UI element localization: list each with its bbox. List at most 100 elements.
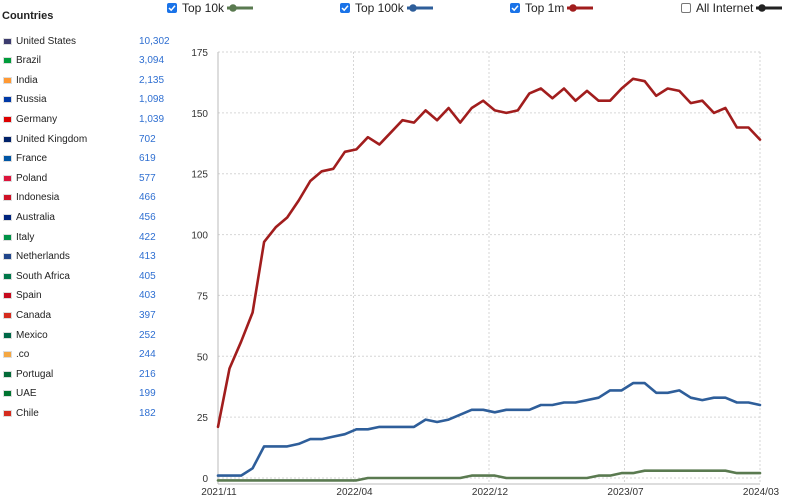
country-row[interactable]: Netherlands 413 — [0, 249, 190, 265]
country-name: Poland — [16, 172, 48, 184]
country-name: Germany — [16, 113, 58, 125]
country-name: UAE — [16, 388, 37, 400]
legend-label: Top 100k — [355, 1, 404, 15]
country-count[interactable]: 456 — [139, 211, 156, 223]
flag-icon — [3, 331, 12, 339]
country-row[interactable]: Mexico 252 — [0, 327, 190, 343]
legend-label: All Internet — [696, 1, 754, 15]
x-tick-label: 2024/03 — [743, 487, 780, 498]
country-row[interactable]: Canada 397 — [0, 307, 190, 323]
country-row[interactable]: .co 244 — [0, 347, 190, 363]
country-count[interactable]: 199 — [139, 388, 156, 400]
y-tick-label: 0 — [202, 474, 208, 485]
country-count[interactable]: 3,094 — [139, 55, 165, 67]
flag-icon — [3, 292, 12, 300]
flag-icon — [3, 194, 12, 202]
country-count[interactable]: 2,135 — [139, 74, 165, 86]
country-name: India — [16, 74, 38, 86]
y-tick-label: 150 — [191, 109, 208, 120]
country-row[interactable]: Spain 403 — [0, 288, 190, 304]
checkbox-checked-icon[interactable] — [167, 3, 177, 13]
legend-item[interactable]: Top 100k — [340, 0, 433, 16]
flag-icon — [3, 233, 12, 241]
country-count[interactable]: 422 — [139, 231, 156, 243]
country-count[interactable]: 702 — [139, 133, 156, 145]
country-row[interactable]: Indonesia 466 — [0, 190, 190, 206]
flag-icon — [3, 253, 12, 261]
countries-title: Countries — [2, 10, 54, 22]
legend-label: Top 10k — [182, 1, 225, 15]
country-name: Canada — [16, 309, 52, 321]
country-count[interactable]: 216 — [139, 368, 156, 380]
flag-icon — [3, 37, 12, 45]
country-row[interactable]: United Kingdom 702 — [0, 131, 190, 147]
country-count[interactable]: 397 — [139, 309, 156, 321]
country-row[interactable]: Italy 422 — [0, 229, 190, 245]
country-count[interactable]: 252 — [139, 329, 156, 341]
country-row[interactable]: Brazil 3,094 — [0, 53, 190, 69]
country-count[interactable]: 10,302 — [139, 35, 170, 47]
country-row[interactable]: UAE 199 — [0, 386, 190, 402]
flag-icon — [3, 135, 12, 143]
country-count[interactable]: 244 — [139, 349, 156, 361]
country-name: Spain — [16, 290, 42, 302]
country-count[interactable]: 1,098 — [139, 94, 165, 106]
country-name: Chile — [16, 407, 39, 419]
country-name: South Africa — [16, 270, 70, 282]
y-tick-label: 25 — [197, 413, 209, 424]
country-row[interactable]: United States 10,302 — [0, 33, 190, 49]
flag-icon — [3, 57, 12, 65]
series-line-top-1m — [216, 77, 762, 429]
country-row[interactable]: Poland 577 — [0, 170, 190, 186]
country-count[interactable]: 403 — [139, 290, 156, 302]
country-row[interactable]: France 619 — [0, 151, 190, 167]
legend-item[interactable]: All Internet — [681, 0, 783, 16]
country-row[interactable]: Russia 1,098 — [0, 92, 190, 108]
checkbox-unchecked-icon[interactable] — [681, 3, 691, 13]
country-count[interactable]: 1,039 — [139, 113, 165, 125]
checkbox-checked-icon[interactable] — [510, 3, 520, 13]
flag-icon — [3, 409, 12, 417]
country-row[interactable]: South Africa 405 — [0, 268, 190, 284]
flag-icon — [3, 115, 12, 123]
checkbox-checked-icon[interactable] — [340, 3, 350, 13]
country-name: Russia — [16, 94, 47, 106]
country-row[interactable]: India 2,135 — [0, 72, 190, 88]
series-line-top-10k — [216, 469, 762, 482]
country-count[interactable]: 182 — [139, 407, 156, 419]
country-name: .co — [16, 349, 30, 361]
country-count[interactable]: 405 — [139, 270, 156, 282]
y-tick-label: 75 — [197, 291, 209, 302]
country-count[interactable]: 413 — [139, 251, 156, 263]
x-tick-label: 2023/07 — [607, 487, 644, 498]
country-row[interactable]: Portugal 216 — [0, 366, 190, 382]
legend-item[interactable]: Top 10k — [167, 0, 254, 16]
y-tick-label: 100 — [191, 231, 208, 242]
flag-icon — [3, 351, 12, 359]
country-count[interactable]: 577 — [139, 172, 156, 184]
series-line-top-100k — [216, 381, 762, 477]
country-name: Netherlands — [16, 251, 70, 263]
x-tick-label: 2022/12 — [472, 487, 509, 498]
country-name: United Kingdom — [16, 133, 88, 145]
country-row[interactable]: Australia 456 — [0, 209, 190, 225]
country-row[interactable]: Germany 1,039 — [0, 111, 190, 127]
country-count[interactable]: 466 — [139, 192, 156, 204]
legend-line-swatch — [567, 4, 594, 12]
flag-icon — [3, 174, 12, 182]
x-tick-label: 2022/04 — [336, 487, 373, 498]
y-tick-label: 125 — [191, 170, 208, 181]
flag-icon — [3, 272, 12, 280]
country-name: United States — [16, 35, 77, 47]
y-tick-label: 50 — [197, 352, 209, 363]
country-count[interactable]: 619 — [139, 153, 156, 165]
country-name: Mexico — [16, 329, 48, 341]
legend-label: Top 1m — [525, 1, 565, 15]
country-name: Brazil — [16, 55, 42, 67]
country-name: Indonesia — [16, 192, 60, 204]
country-row[interactable]: Chile 182 — [0, 405, 190, 421]
legend-item[interactable]: Top 1m — [510, 0, 594, 16]
legend-line-swatch — [756, 4, 783, 12]
flag-icon — [3, 213, 12, 221]
